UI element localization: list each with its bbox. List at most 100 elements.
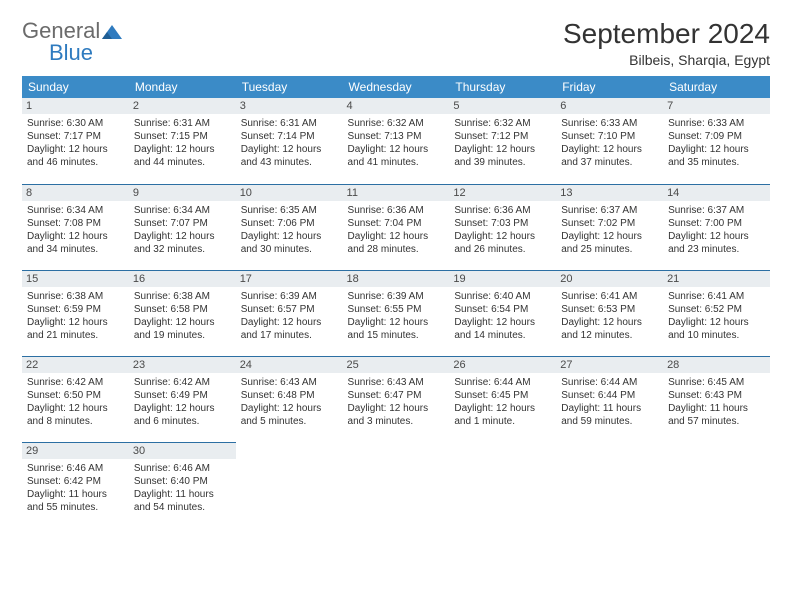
day-details: Sunrise: 6:33 AMSunset: 7:09 PMDaylight:… [668,117,765,169]
day-details: Sunrise: 6:35 AMSunset: 7:06 PMDaylight:… [241,204,338,256]
day-number: 29 [22,443,129,459]
day-details: Sunrise: 6:32 AMSunset: 7:13 PMDaylight:… [348,117,445,169]
day-cell: 30 Sunrise: 6:46 AMSunset: 6:40 PMDayligh… [129,442,236,528]
day-cell: 19 Sunrise: 6:40 AMSunset: 6:54 PMDayligh… [449,270,556,356]
day-details: Sunrise: 6:43 AMSunset: 6:48 PMDaylight:… [241,376,338,428]
calendar-table: SundayMondayTuesdayWednesdayThursdayFrid… [22,76,770,528]
location-subtitle: Bilbeis, Sharqia, Egypt [563,52,770,68]
day-cell: 12 Sunrise: 6:36 AMSunset: 7:03 PMDayligh… [449,184,556,270]
day-number: 23 [129,357,236,373]
day-cell: 23 Sunrise: 6:42 AMSunset: 6:49 PMDayligh… [129,356,236,442]
day-cell: 11 Sunrise: 6:36 AMSunset: 7:04 PMDayligh… [343,184,450,270]
day-cell: 14 Sunrise: 6:37 AMSunset: 7:00 PMDayligh… [663,184,770,270]
day-number: 16 [129,271,236,287]
day-number: 2 [129,98,236,114]
arrow-icon [102,22,124,40]
day-number: 7 [663,98,770,114]
day-details: Sunrise: 6:46 AMSunset: 6:42 PMDaylight:… [27,462,124,514]
weekday-header: Tuesday [236,76,343,98]
day-details: Sunrise: 6:37 AMSunset: 7:00 PMDaylight:… [668,204,765,256]
day-details: Sunrise: 6:36 AMSunset: 7:03 PMDaylight:… [454,204,551,256]
day-details: Sunrise: 6:41 AMSunset: 6:52 PMDaylight:… [668,290,765,342]
week-row: 15 Sunrise: 6:38 AMSunset: 6:59 PMDayligh… [22,270,770,356]
day-number: 13 [556,185,663,201]
day-number: 22 [22,357,129,373]
day-details: Sunrise: 6:44 AMSunset: 6:45 PMDaylight:… [454,376,551,428]
day-details: Sunrise: 6:32 AMSunset: 7:12 PMDaylight:… [454,117,551,169]
day-number: 12 [449,185,556,201]
day-details: Sunrise: 6:40 AMSunset: 6:54 PMDaylight:… [454,290,551,342]
day-details: Sunrise: 6:42 AMSunset: 6:49 PMDaylight:… [134,376,231,428]
day-number: 30 [129,443,236,459]
day-number: 19 [449,271,556,287]
weekday-header: Sunday [22,76,129,98]
day-number: 11 [343,185,450,201]
day-details: Sunrise: 6:42 AMSunset: 6:50 PMDaylight:… [27,376,124,428]
day-number: 28 [663,357,770,373]
day-number: 4 [343,98,450,114]
day-cell: 26 Sunrise: 6:44 AMSunset: 6:45 PMDayligh… [449,356,556,442]
day-details: Sunrise: 6:33 AMSunset: 7:10 PMDaylight:… [561,117,658,169]
day-cell: 10 Sunrise: 6:35 AMSunset: 7:06 PMDayligh… [236,184,343,270]
day-cell: 5 Sunrise: 6:32 AMSunset: 7:12 PMDaylight… [449,98,556,184]
day-details: Sunrise: 6:44 AMSunset: 6:44 PMDaylight:… [561,376,658,428]
weekday-header: Friday [556,76,663,98]
week-row: 22 Sunrise: 6:42 AMSunset: 6:50 PMDayligh… [22,356,770,442]
weekday-header: Wednesday [343,76,450,98]
day-number: 10 [236,185,343,201]
week-row: 1 Sunrise: 6:30 AMSunset: 7:17 PMDaylight… [22,98,770,184]
calendar-body: 1 Sunrise: 6:30 AMSunset: 7:17 PMDaylight… [22,98,770,528]
day-cell: 7 Sunrise: 6:33 AMSunset: 7:09 PMDaylight… [663,98,770,184]
weekday-header: Saturday [663,76,770,98]
empty-cell [556,442,663,528]
day-cell: 24 Sunrise: 6:43 AMSunset: 6:48 PMDayligh… [236,356,343,442]
day-number: 14 [663,185,770,201]
day-cell: 21 Sunrise: 6:41 AMSunset: 6:52 PMDayligh… [663,270,770,356]
day-details: Sunrise: 6:36 AMSunset: 7:04 PMDaylight:… [348,204,445,256]
day-details: Sunrise: 6:39 AMSunset: 6:57 PMDaylight:… [241,290,338,342]
day-number: 27 [556,357,663,373]
day-details: Sunrise: 6:38 AMSunset: 6:59 PMDaylight:… [27,290,124,342]
day-number: 6 [556,98,663,114]
day-details: Sunrise: 6:31 AMSunset: 7:15 PMDaylight:… [134,117,231,169]
day-cell: 18 Sunrise: 6:39 AMSunset: 6:55 PMDayligh… [343,270,450,356]
day-cell: 22 Sunrise: 6:42 AMSunset: 6:50 PMDayligh… [22,356,129,442]
day-details: Sunrise: 6:46 AMSunset: 6:40 PMDaylight:… [134,462,231,514]
day-number: 15 [22,271,129,287]
day-number: 18 [343,271,450,287]
day-details: Sunrise: 6:41 AMSunset: 6:53 PMDaylight:… [561,290,658,342]
day-details: Sunrise: 6:39 AMSunset: 6:55 PMDaylight:… [348,290,445,342]
day-number: 25 [343,357,450,373]
day-cell: 6 Sunrise: 6:33 AMSunset: 7:10 PMDaylight… [556,98,663,184]
day-cell: 3 Sunrise: 6:31 AMSunset: 7:14 PMDaylight… [236,98,343,184]
day-details: Sunrise: 6:38 AMSunset: 6:58 PMDaylight:… [134,290,231,342]
day-details: Sunrise: 6:34 AMSunset: 7:08 PMDaylight:… [27,204,124,256]
day-number: 8 [22,185,129,201]
day-details: Sunrise: 6:30 AMSunset: 7:17 PMDaylight:… [27,117,124,169]
week-row: 29 Sunrise: 6:46 AMSunset: 6:42 PMDayligh… [22,442,770,528]
day-number: 26 [449,357,556,373]
day-number: 5 [449,98,556,114]
day-cell: 9Sunrise: 6:34 AMSunset: 7:07 PMDaylight… [129,184,236,270]
day-details: Sunrise: 6:43 AMSunset: 6:47 PMDaylight:… [348,376,445,428]
day-cell: 25 Sunrise: 6:43 AMSunset: 6:47 PMDayligh… [343,356,450,442]
week-row: 8 Sunrise: 6:34 AMSunset: 7:08 PMDaylight… [22,184,770,270]
day-details: Sunrise: 6:31 AMSunset: 7:14 PMDaylight:… [241,117,338,169]
day-number: 21 [663,271,770,287]
day-details: Sunrise: 6:37 AMSunset: 7:02 PMDaylight:… [561,204,658,256]
day-number: 1 [22,98,129,114]
empty-cell [663,442,770,528]
day-cell: 13 Sunrise: 6:37 AMSunset: 7:02 PMDayligh… [556,184,663,270]
day-details: Sunrise: 6:45 AMSunset: 6:43 PMDaylight:… [668,376,765,428]
empty-cell [449,442,556,528]
day-cell: 16 Sunrise: 6:38 AMSunset: 6:58 PMDayligh… [129,270,236,356]
day-number: 24 [236,357,343,373]
day-cell: 28 Sunrise: 6:45 AMSunset: 6:43 PMDayligh… [663,356,770,442]
page-header: General September 2024 Bilbeis, Sharqia,… [22,18,770,68]
day-cell: 17Sunrise: 6:39 AMSunset: 6:57 PMDayligh… [236,270,343,356]
day-number: 3 [236,98,343,114]
day-number: 20 [556,271,663,287]
weekday-header-row: SundayMondayTuesdayWednesdayThursdayFrid… [22,76,770,98]
day-number: 9 [129,185,236,201]
day-cell: 15 Sunrise: 6:38 AMSunset: 6:59 PMDayligh… [22,270,129,356]
